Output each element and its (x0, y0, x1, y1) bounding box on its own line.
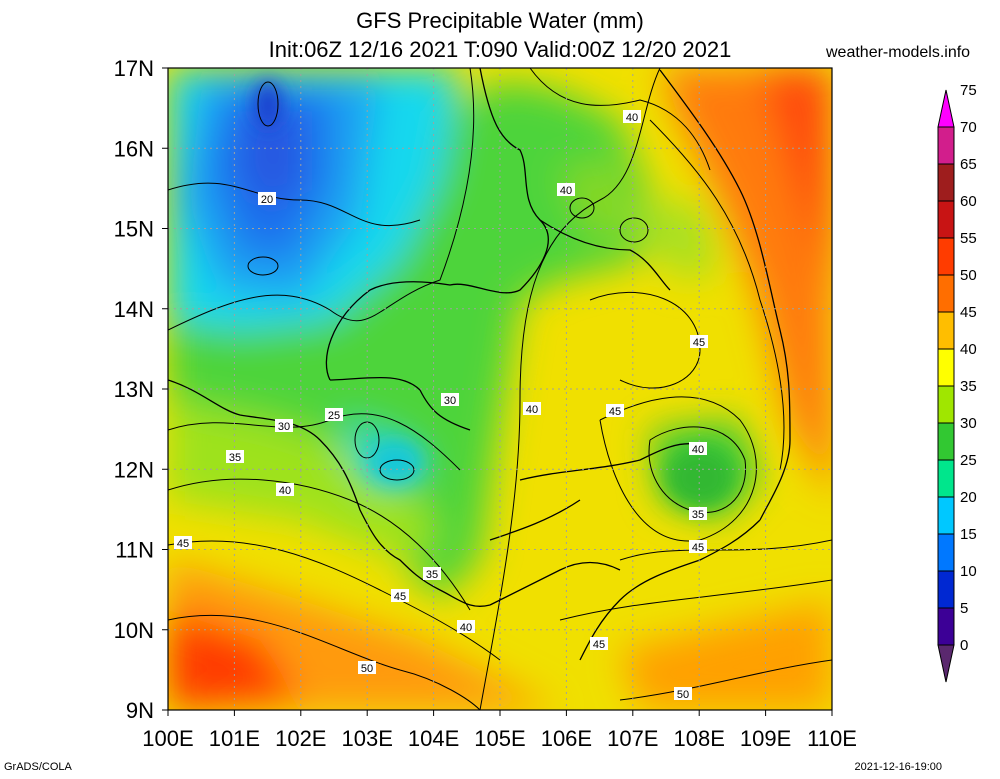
lon-label: 101E (209, 726, 260, 751)
lon-label: 104E (408, 726, 459, 751)
contour-label: 45 (692, 542, 704, 554)
colorbar-swatch (937, 311, 955, 350)
colorbar-swatch (937, 163, 955, 202)
colorbar-label: 35 (960, 378, 977, 395)
colorbar-label: 50 (960, 267, 977, 284)
contour-label: 40 (526, 404, 538, 416)
colorbar-label: 25 (960, 452, 977, 469)
colorbar-swatch (937, 89, 955, 128)
colorbar-swatch (937, 200, 955, 239)
lon-label: 107E (607, 726, 658, 751)
lat-label: 14N (114, 297, 154, 322)
colorbar-swatch (937, 385, 955, 424)
contour-label: 40 (692, 444, 704, 456)
contour-label: 45 (693, 337, 705, 349)
latitude-axis-labels: 17N 16N 15N 14N 13N 12N 11N 10N 9N (114, 56, 168, 723)
contour-label: 30 (278, 421, 290, 433)
colorbar-swatch (937, 126, 955, 165)
colorbar-swatch (937, 570, 955, 609)
contour-label: 50 (677, 689, 689, 701)
contour-label: 45 (609, 406, 621, 418)
colorbar-label: 75 (960, 82, 977, 99)
lon-label: 108E (674, 726, 725, 751)
chart-subtitle: Init:06Z 12/16 2021 T:090 Valid:00Z 12/2… (268, 37, 732, 62)
lon-label: 100E (142, 726, 193, 751)
contour-label: 50 (361, 663, 373, 675)
lon-label: 106E (541, 726, 592, 751)
colorbar-label: 10 (960, 563, 977, 580)
contour-label: 40 (460, 622, 472, 634)
contour-label: 45 (394, 591, 406, 603)
lat-label: 13N (114, 377, 154, 402)
colorbar-label: 15 (960, 526, 977, 543)
lat-label: 17N (114, 56, 154, 81)
lon-label: 109E (740, 726, 791, 751)
contour-label: 45 (177, 538, 189, 550)
site-label: weather-models.info (826, 44, 971, 61)
contour-label: 20 (261, 194, 273, 206)
colorbar-swatch (937, 496, 955, 535)
lat-label: 16N (114, 136, 154, 161)
lat-label: 11N (115, 538, 154, 563)
lat-lon-grid (168, 68, 832, 710)
colorbar-label: 55 (960, 230, 977, 247)
colorbar-swatch (937, 533, 955, 572)
contour-label: 45 (593, 639, 605, 651)
colorbar-label: 0 (960, 637, 968, 654)
colorbar-swatch (937, 422, 955, 461)
contour-lines (168, 68, 832, 710)
contour-label: 25 (328, 410, 340, 422)
borders-and-coastlines (168, 68, 791, 661)
contour-label: 40 (626, 112, 638, 124)
colorbar-swatch (937, 274, 955, 313)
colorbar-label: 70 (960, 119, 977, 136)
contour-label: 40 (560, 185, 572, 197)
colorbar-swatch (937, 237, 955, 276)
colorbar-swatch (937, 459, 955, 498)
contour-label: 30 (444, 395, 456, 407)
chart-title: GFS Precipitable Water (mm) (356, 8, 644, 33)
lat-label: 10N (114, 618, 154, 643)
colorbar-label: 40 (960, 341, 977, 358)
colorbar-label: 20 (960, 489, 977, 506)
longitude-axis-labels: 100E 101E 102E 103E 104E 105E 106E 107E 108E 109E… (142, 710, 857, 751)
footer-software-label: GrADS/COLA (4, 761, 72, 773)
lat-label: 15N (114, 217, 154, 242)
lon-label: 102E (275, 726, 326, 751)
lat-label: 9N (126, 698, 154, 723)
lon-label: 103E (342, 726, 393, 751)
footer-timestamp: 2021-12-16-19:00 (854, 761, 942, 773)
lon-label: 105E (474, 726, 525, 751)
colorbar-swatch (937, 644, 955, 683)
contour-label: 35 (426, 569, 438, 581)
colorbar-swatch (937, 348, 955, 387)
contour-label: 35 (692, 509, 704, 521)
contour-label: 35 (229, 452, 241, 464)
colorbar-label: 30 (960, 415, 977, 432)
colorbar-swatch (937, 607, 955, 646)
lon-label: 110E (807, 726, 857, 751)
colorbar-label: 65 (960, 156, 977, 173)
colorbar-label: 45 (960, 304, 977, 321)
contour-label: 40 (279, 485, 291, 497)
colorbar-label: 5 (960, 600, 968, 617)
lat-label: 12N (114, 457, 154, 482)
colorbar-label: 60 (960, 193, 977, 210)
contour-labels: 20 25 30 30 35 35 35 40 40 40 40 40 40 45 45 45 45 45 45 50… (174, 110, 708, 701)
